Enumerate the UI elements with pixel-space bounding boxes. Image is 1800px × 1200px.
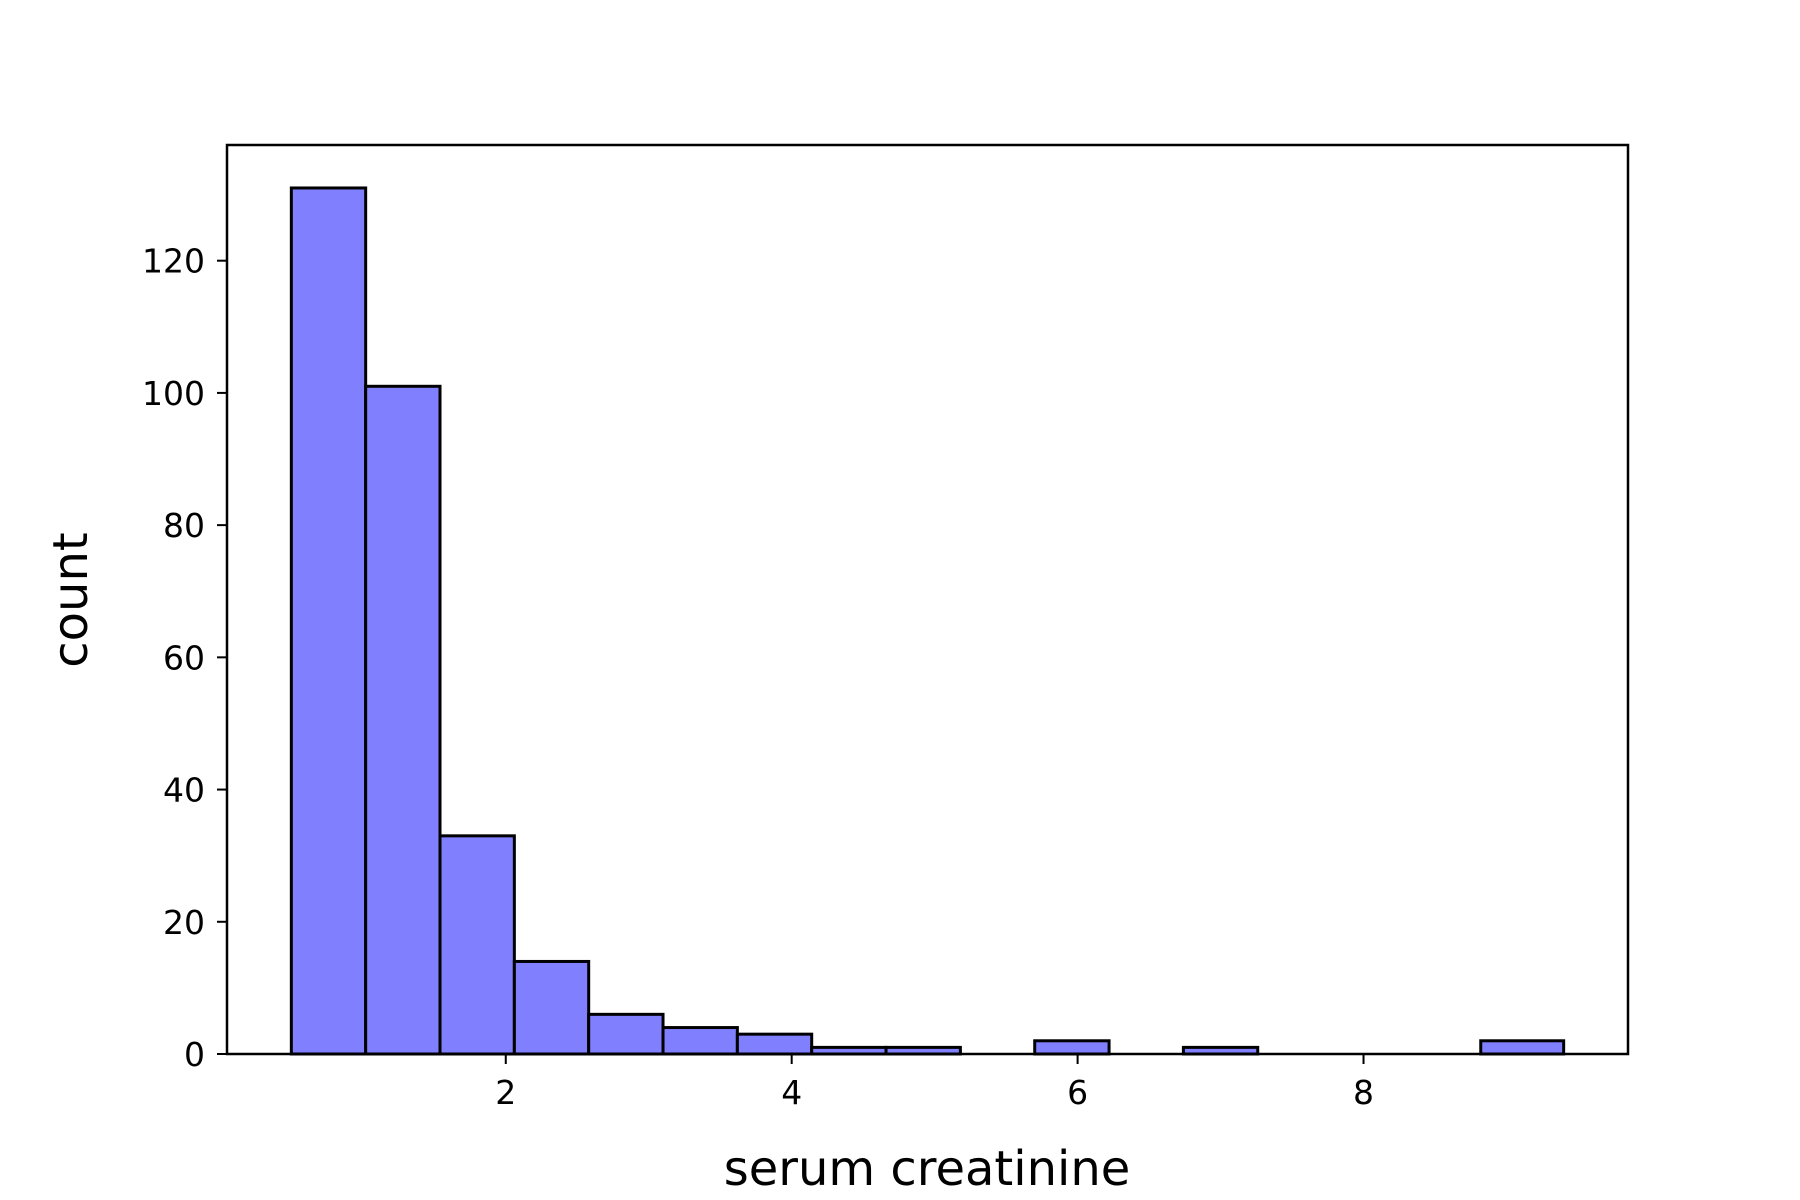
x-axis-title: serum creatinine	[724, 1141, 1131, 1197]
x-tick-label: 4	[781, 1073, 802, 1112]
y-tick-label: 0	[184, 1035, 205, 1074]
y-tick-label: 120	[142, 242, 205, 281]
plot-frame	[225, 143, 1630, 1056]
y-tick-label: 20	[163, 903, 205, 942]
y-axis-ticks: 0 20 40 60 80 100 120	[142, 242, 227, 1074]
histogram-bar	[587, 1012, 665, 1056]
histogram-bar	[289, 186, 368, 1056]
x-tick-label: 2	[495, 1073, 516, 1112]
histogram-bar	[661, 1026, 739, 1056]
histogram-bar	[735, 1032, 814, 1056]
x-axis-ticks: 2 4 6 8	[495, 1054, 1374, 1112]
histogram-bar	[438, 834, 516, 1056]
histogram-bar	[1033, 1039, 1111, 1056]
histogram-bar	[1479, 1039, 1566, 1056]
y-tick-label: 40	[163, 771, 205, 810]
histogram-bar	[364, 384, 442, 1056]
x-tick-label: 8	[1353, 1073, 1374, 1112]
y-tick-label: 80	[163, 506, 205, 545]
y-tick-label: 60	[163, 638, 205, 677]
histogram-bar	[512, 959, 591, 1056]
x-tick-label: 6	[1067, 1073, 1088, 1112]
y-axis-title: count	[43, 532, 99, 667]
bars-group	[289, 186, 1566, 1056]
y-tick-label: 100	[142, 374, 205, 413]
